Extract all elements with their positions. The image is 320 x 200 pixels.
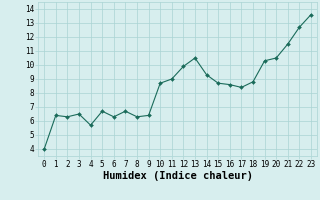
X-axis label: Humidex (Indice chaleur): Humidex (Indice chaleur) xyxy=(103,171,252,181)
